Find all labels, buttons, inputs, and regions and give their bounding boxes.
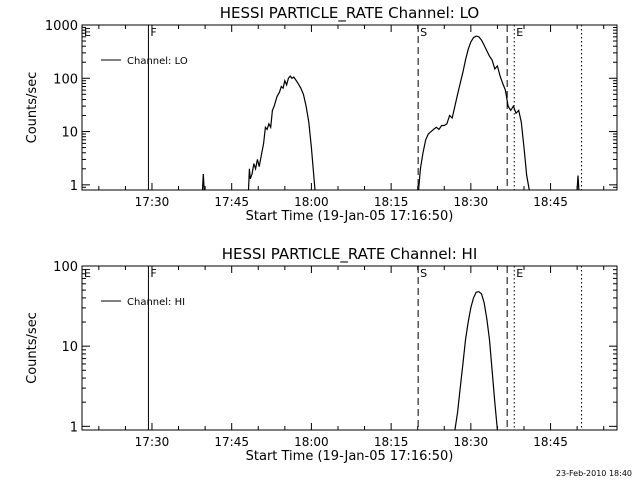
marker-label: S — [420, 267, 427, 280]
series-line — [201, 173, 205, 191]
x-tick-label: 18:15 — [374, 435, 409, 449]
x-tick-label: 18:30 — [454, 435, 489, 449]
marker-label: E — [84, 267, 91, 280]
series-line — [418, 35, 530, 191]
legend-entry: Channel: LO — [127, 56, 188, 67]
x-tick-label: 18:30 — [454, 195, 489, 209]
marker-label: S — [420, 26, 427, 39]
chart-panel-lo: HESSI PARTICLE_RATE Channel: LO 17:30 17:4… — [25, 4, 618, 224]
marker-label: F — [150, 26, 156, 39]
y-tick-label: 1000 — [45, 19, 78, 34]
y-tick-label: 100 — [53, 72, 78, 87]
y-tick-label: 1 — [70, 420, 78, 435]
legend-entry: Channel: HI — [127, 297, 185, 308]
x-tick-label: 17:30 — [135, 435, 170, 449]
y-tick-label: 100 — [53, 260, 78, 275]
marker-label: E — [516, 267, 523, 280]
x-tick-label: 17:45 — [214, 435, 249, 449]
chart-title: HESSI PARTICLE_RATE Channel: HI — [222, 245, 478, 264]
marker-label: E — [84, 26, 91, 39]
y-tick-label: 10 — [61, 340, 78, 355]
series-line — [454, 290, 498, 431]
x-tick-label: 18:00 — [294, 435, 329, 449]
x-tick-label: 18:45 — [533, 435, 568, 449]
series-line — [247, 75, 316, 191]
footer-date: 23-Feb-2010 18:40 — [555, 469, 632, 478]
marker-label: F — [150, 267, 156, 280]
x-axis-label: Start Time (19-Jan-05 17:16:50) — [246, 209, 454, 224]
x-tick-label: 17:45 — [214, 195, 249, 209]
marker-label: E — [516, 26, 523, 39]
y-tick-label: 1 — [70, 179, 78, 194]
x-tick-label: 17:30 — [135, 195, 170, 209]
x-tick-label: 18:00 — [294, 195, 329, 209]
x-tick-label: 18:45 — [533, 195, 568, 209]
plot-frame — [81, 24, 618, 191]
plot-frame — [81, 265, 618, 431]
y-axis-label: Counts/sec — [25, 72, 40, 144]
series-line — [576, 175, 580, 191]
x-axis-label: Start Time (19-Jan-05 17:16:50) — [246, 449, 454, 464]
chart-title: HESSI PARTICLE_RATE Channel: LO — [220, 4, 479, 23]
x-tick-label: 18:15 — [374, 195, 409, 209]
y-tick-label: 10 — [61, 126, 78, 141]
y-axis-label: Counts/sec — [25, 312, 40, 384]
chart-panel-hi: HESSI PARTICLE_RATE Channel: HI 17:30 17:4… — [25, 245, 618, 464]
